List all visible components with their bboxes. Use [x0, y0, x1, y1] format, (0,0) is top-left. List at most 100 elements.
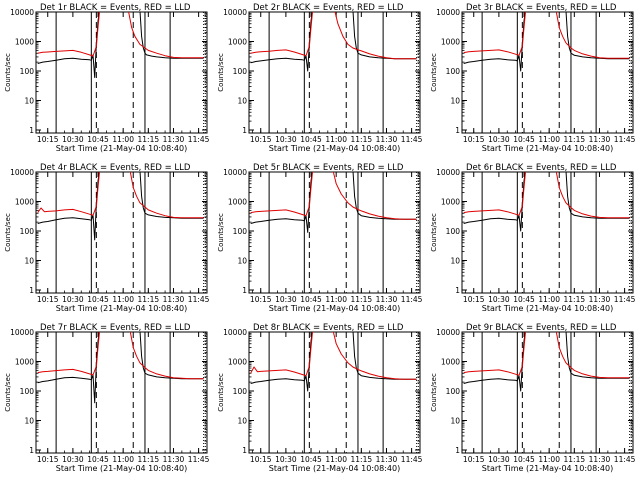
x-tick-label: 10:45	[87, 455, 109, 464]
x-tick-label: 10:30	[488, 455, 510, 464]
y-tick-label: 10	[450, 417, 460, 426]
events-series-line	[352, 172, 417, 220]
y-tick-label: 1000	[228, 38, 247, 47]
lld-series-line	[334, 12, 417, 60]
x-tick-label: 11:15	[564, 295, 586, 304]
y-tick-label: 10000	[436, 168, 460, 177]
plot-content	[37, 332, 206, 453]
x-tick-label: 10:30	[275, 455, 297, 464]
x-tick-label: 11:00	[538, 135, 560, 144]
x-tick-label: 10:30	[62, 135, 84, 144]
x-tick-label: 11:15	[351, 295, 373, 304]
chart-title: Det 6r BLACK = Events, RED = LLD	[466, 163, 617, 173]
events-series-line	[37, 12, 100, 78]
y-tick-label: 1000	[441, 358, 460, 367]
events-series-line	[463, 12, 526, 72]
x-tick-label: 11:15	[564, 455, 586, 464]
y-tick-label: 1	[242, 286, 247, 295]
lld-series-line	[37, 172, 100, 216]
lld-series-line	[129, 172, 204, 219]
x-tick-label: 11:15	[138, 135, 160, 144]
y-tick-label: 1	[29, 126, 34, 135]
chart-title: Det 2r BLACK = Events, RED = LLD	[253, 3, 404, 13]
y-tick-label: 1	[455, 126, 460, 135]
x-tick-label: 11:45	[188, 455, 210, 464]
x-tick-label: 10:30	[488, 135, 510, 144]
x-tick-label: 11:00	[538, 295, 560, 304]
plot-frame	[461, 11, 634, 134]
y-tick-label: 10000	[10, 8, 34, 17]
y-tick-label: 1	[455, 286, 460, 295]
y-tick-label: 100	[20, 227, 35, 236]
y-axis-label: Counts/sec	[430, 213, 438, 252]
x-tick-label: 11:30	[376, 455, 398, 464]
x-tick-label: 10:45	[300, 455, 322, 464]
x-tick-label: 11:00	[325, 455, 347, 464]
x-tick-label: 10:45	[513, 455, 535, 464]
events-series-line	[250, 172, 313, 233]
y-axis-label: Counts/sec	[430, 373, 438, 412]
lld-series-line	[555, 172, 630, 219]
x-tick-label: 10:45	[513, 135, 535, 144]
x-tick-label: 11:30	[376, 295, 398, 304]
x-axis-label: Start Time (21-May-04 10:08:40)	[269, 464, 400, 473]
plot-frame	[461, 171, 634, 294]
x-tick-label: 11:45	[401, 295, 423, 304]
y-tick-label: 100	[233, 67, 248, 76]
y-tick-label: 10	[237, 97, 247, 106]
plot-frame	[248, 171, 421, 294]
y-tick-label: 10	[237, 417, 247, 426]
x-tick-label: 11:30	[589, 295, 611, 304]
plot-content	[463, 172, 632, 293]
x-tick-label: 10:45	[300, 295, 322, 304]
chart-panel: Det 9r BLACK = Events, RED = LLD 1 10 100 10…	[430, 323, 636, 473]
y-tick-label: 100	[446, 227, 461, 236]
x-tick-label: 10:45	[513, 295, 535, 304]
y-tick-label: 10000	[436, 8, 460, 17]
x-tick-label: 11:30	[163, 455, 185, 464]
x-tick-label: 10:45	[87, 135, 109, 144]
events-series-line	[37, 332, 100, 404]
x-tick-label: 10:45	[300, 135, 322, 144]
x-tick-label: 10:15	[463, 135, 485, 144]
chart-panel: Det 6r BLACK = Events, RED = LLD 1 10 100 10…	[430, 163, 636, 313]
y-tick-label: 100	[446, 67, 461, 76]
x-tick-label: 11:30	[589, 135, 611, 144]
chart-panel: Det 8r BLACK = Events, RED = LLD 1 10 100 10…	[217, 323, 423, 473]
y-tick-label: 1000	[15, 358, 34, 367]
lld-series-line	[129, 332, 204, 380]
x-tick-label: 10:30	[275, 135, 297, 144]
x-axis-label: Start Time (21-May-04 10:08:40)	[269, 304, 400, 313]
y-tick-label: 10000	[223, 328, 247, 337]
x-tick-label: 11:00	[112, 295, 134, 304]
chart-panel: Det 2r BLACK = Events, RED = LLD 1 10 100 10…	[217, 3, 423, 153]
y-tick-label: 10000	[10, 168, 34, 177]
y-tick-label: 100	[233, 227, 248, 236]
plot-frame	[35, 11, 208, 134]
x-tick-label: 11:45	[614, 295, 636, 304]
x-axis-label: Start Time (21-May-04 10:08:40)	[56, 144, 187, 153]
y-axis-label: Counts/sec	[4, 53, 12, 92]
y-tick-label: 10000	[223, 168, 247, 177]
x-tick-label: 10:15	[37, 295, 59, 304]
y-tick-label: 10	[24, 417, 34, 426]
x-tick-label: 10:15	[37, 455, 59, 464]
y-axis-label: Counts/sec	[217, 53, 225, 92]
x-tick-label: 10:15	[250, 135, 272, 144]
y-tick-label: 10	[237, 257, 247, 266]
lld-series-line	[250, 172, 313, 217]
x-tick-label: 11:00	[538, 455, 560, 464]
plot-content	[250, 12, 419, 133]
chart-panel: Det 3r BLACK = Events, RED = LLD 1 10 100 10…	[430, 3, 636, 153]
y-tick-label: 100	[20, 387, 35, 396]
plot-frame	[248, 331, 421, 454]
plot-content	[463, 12, 632, 133]
lld-series-line	[332, 172, 417, 220]
events-series-line	[352, 332, 417, 380]
chart-title: Det 9r BLACK = Events, RED = LLD	[466, 323, 617, 333]
x-tick-label: 11:30	[589, 455, 611, 464]
events-series-line	[463, 332, 526, 392]
lld-series-line	[37, 332, 100, 376]
x-tick-label: 11:00	[325, 135, 347, 144]
